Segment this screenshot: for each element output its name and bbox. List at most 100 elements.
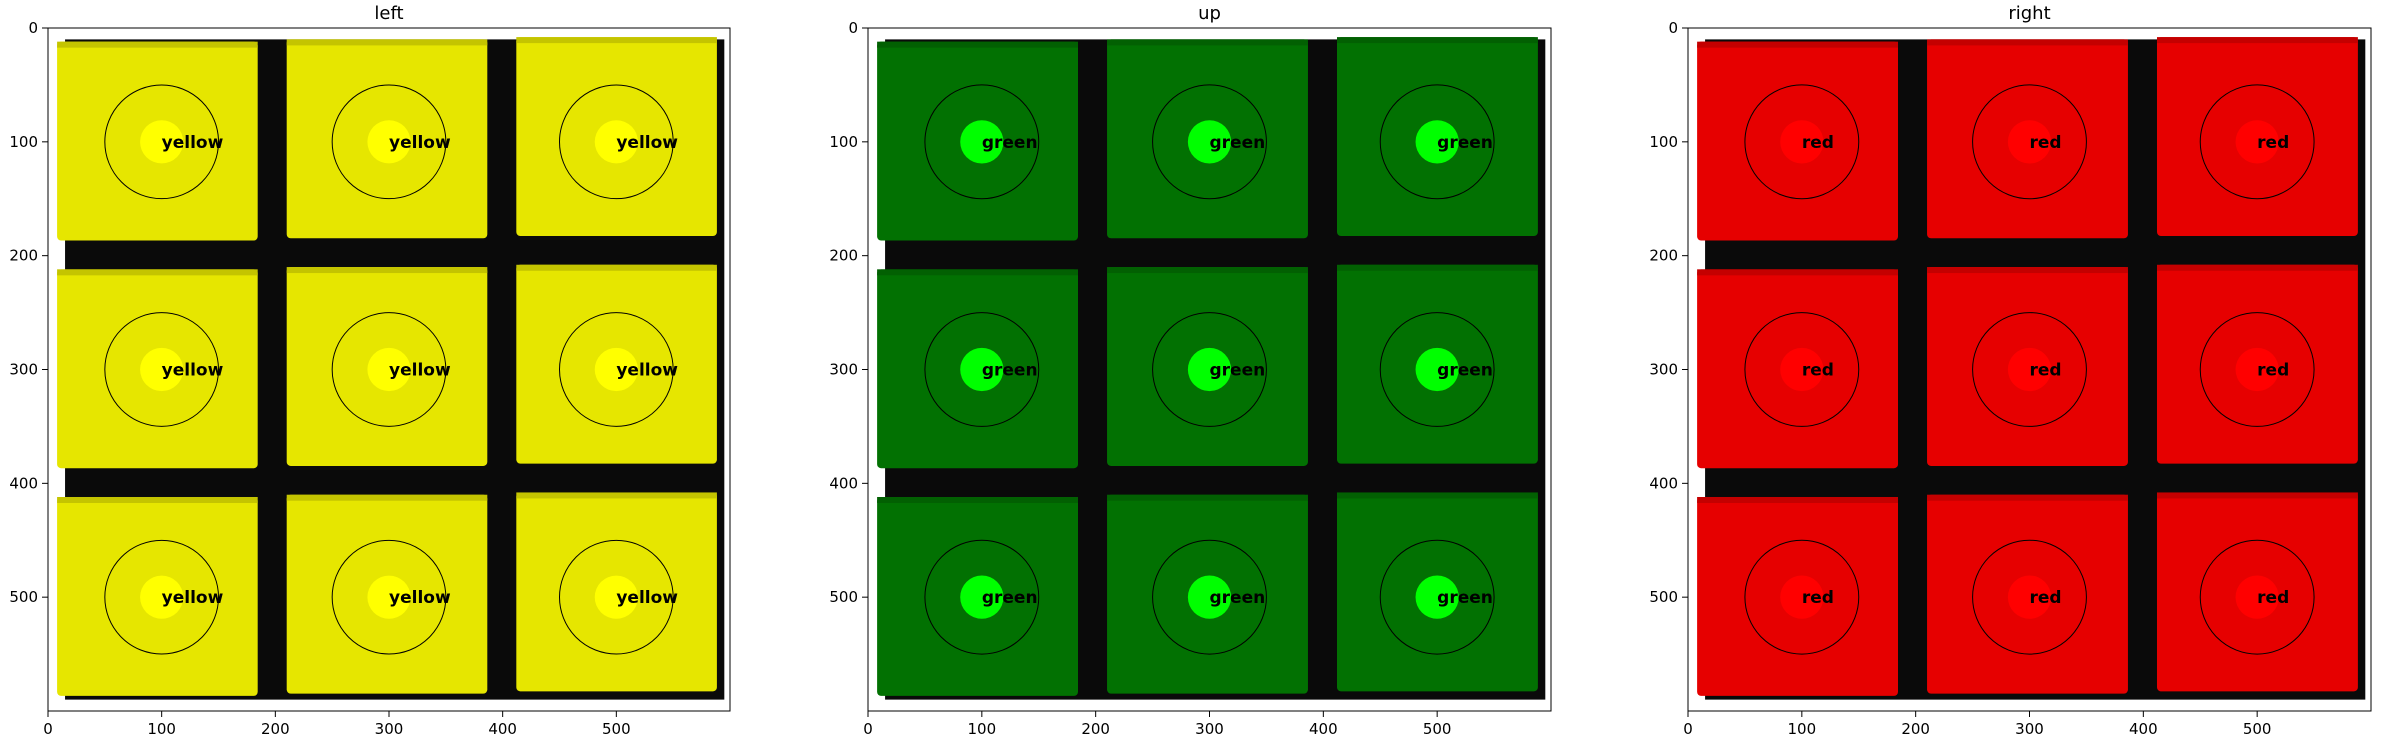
y-tick-label: 500 <box>9 588 38 606</box>
panel-title: right <box>2008 3 2050 24</box>
ring-marker <box>924 312 1040 427</box>
cell-label: red <box>2030 361 2062 381</box>
center-dot <box>1780 347 1824 392</box>
facelet-shade <box>1697 269 1899 276</box>
image-area: red red red red red red red red red <box>1688 28 2371 711</box>
cell-label: red <box>1802 133 1834 153</box>
facelet-shade <box>1107 494 1308 501</box>
ring-marker <box>1152 84 1267 200</box>
y-tick-label: 400 <box>829 474 858 492</box>
cell-label: yellow <box>162 588 224 608</box>
y-tick-label: 300 <box>829 361 858 379</box>
ring-marker <box>1744 312 1860 427</box>
cell-label: red <box>2257 133 2289 153</box>
ring-marker <box>1379 312 1495 427</box>
center-dot <box>594 575 638 619</box>
x-tick-label: 300 <box>2015 720 2044 738</box>
center-dot <box>140 347 184 392</box>
x-tick-label: 300 <box>375 720 404 738</box>
facelet-shade <box>1107 39 1308 46</box>
center-dot <box>367 120 411 164</box>
x-tick-label: 400 <box>488 720 517 738</box>
cell-label: yellow <box>162 133 224 153</box>
ring-marker <box>1744 84 1860 200</box>
center-dot <box>1187 575 1232 619</box>
y-tick-label: 200 <box>1649 247 1678 265</box>
facelet-shade <box>516 264 717 271</box>
y-tick-label: 500 <box>829 588 858 606</box>
x-tick-label: 100 <box>147 720 176 738</box>
center-dot <box>1415 347 1459 392</box>
cell-label: yellow <box>616 133 678 153</box>
center-dot <box>2235 347 2279 392</box>
cell-label: green <box>1437 361 1493 381</box>
facelet-shade <box>1336 264 1538 271</box>
y-tick-label: 400 <box>9 474 38 492</box>
cell-label: green <box>1437 588 1493 608</box>
ring-marker <box>104 84 220 200</box>
y-tick-label: 300 <box>9 361 38 379</box>
facelet-shade <box>1336 37 1538 44</box>
cell-label: yellow <box>389 588 451 608</box>
facelet-shade <box>57 41 258 48</box>
center-dot <box>960 347 1004 392</box>
facelet-shade <box>2156 492 2358 499</box>
center-dot <box>2235 120 2279 164</box>
x-tick-label: 0 <box>863 720 873 738</box>
cell-label: red <box>1802 361 1834 381</box>
cell-label: yellow <box>389 133 451 153</box>
cell-label: green <box>1437 133 1493 153</box>
ring-marker <box>1744 539 1860 655</box>
facelet-shade <box>286 494 488 501</box>
ring-marker <box>1972 84 2087 200</box>
x-tick-label: 0 <box>43 720 53 738</box>
facelet-shade <box>286 39 488 46</box>
center-dot <box>2007 347 2052 392</box>
center-dot <box>960 575 1004 619</box>
facelet-shade <box>877 496 1079 503</box>
facelet-shade <box>516 492 717 499</box>
center-dot <box>2235 575 2279 619</box>
x-tick-label: 300 <box>1195 720 1224 738</box>
center-dot <box>1780 575 1824 619</box>
center-dot <box>594 120 638 164</box>
x-tick-label: 100 <box>1788 720 1817 738</box>
ring-marker <box>924 84 1040 200</box>
ring-marker <box>1379 539 1495 655</box>
center-dot <box>960 120 1004 164</box>
y-tick-label: 0 <box>1668 19 1678 37</box>
facelet-shade <box>2156 264 2358 271</box>
x-tick-label: 500 <box>1423 720 1452 738</box>
center-dot <box>367 347 411 392</box>
y-tick-label: 0 <box>848 19 858 37</box>
ring-marker <box>1379 84 1495 200</box>
cell-label: red <box>2257 361 2289 381</box>
facelet-shade <box>57 269 258 276</box>
facelet-shade <box>1927 494 2128 501</box>
cell-label: yellow <box>162 361 224 381</box>
cell-label: green <box>1210 133 1266 153</box>
facelet-shade <box>1697 41 1899 48</box>
facelet-shade <box>286 267 488 274</box>
y-tick-label: 100 <box>829 133 858 151</box>
x-tick-label: 200 <box>261 720 290 738</box>
ring-marker <box>1152 539 1267 655</box>
panel-left: yellow yellow yellow yellow yellow yellow yell… <box>9 3 731 738</box>
ring-marker <box>559 539 674 655</box>
y-tick-label: 200 <box>9 247 38 265</box>
center-dot <box>140 120 184 164</box>
cell-label: red <box>2257 588 2289 608</box>
y-tick-label: 0 <box>28 19 38 37</box>
cell-label: yellow <box>616 361 678 381</box>
cell-label: green <box>1210 361 1266 381</box>
x-tick-label: 400 <box>2129 720 2158 738</box>
ring-marker <box>2199 539 2315 655</box>
center-dot <box>1187 347 1232 392</box>
x-tick-label: 200 <box>1901 720 1930 738</box>
cell-label: green <box>982 133 1038 153</box>
panel-title: left <box>374 3 403 24</box>
center-dot <box>1415 575 1459 619</box>
ring-marker <box>104 312 220 427</box>
ring-marker <box>2199 312 2315 427</box>
